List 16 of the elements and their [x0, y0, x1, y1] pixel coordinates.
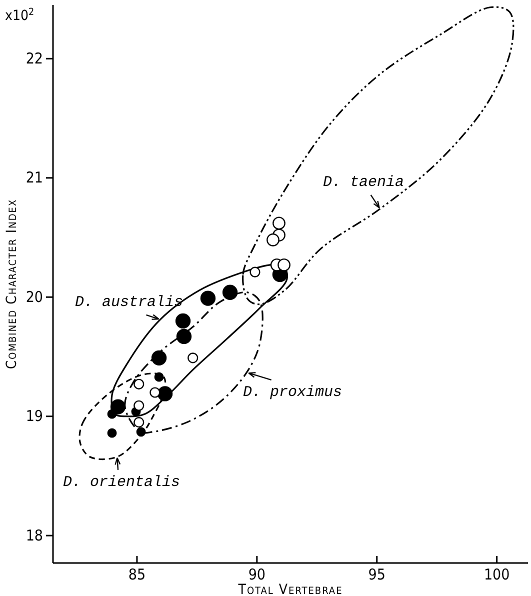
x-tick-label: 85 [128, 566, 146, 584]
x-axis-title: Total Vertebrae [237, 582, 343, 596]
annotation: D. taenia [323, 174, 404, 191]
y-axis-title: Combined Character Index [4, 198, 20, 370]
y-tick-label: 19 [26, 407, 43, 426]
y-tick-label: 20 [26, 288, 43, 306]
text: x10$^{2}$ [5, 6, 34, 24]
annotation: D. australis [75, 294, 184, 311]
y-tick-label: 18 [26, 526, 43, 544]
y-tick-label: 22 [26, 49, 43, 68]
x-tick-label: 95 [368, 566, 386, 584]
annotation: D. orientalis [63, 474, 180, 491]
y-tick-label: 21 [26, 168, 43, 187]
annotation: D. proximus [243, 384, 342, 401]
x-tick-label: 100 [484, 566, 510, 584]
x-tick-label: 90 [248, 566, 266, 584]
